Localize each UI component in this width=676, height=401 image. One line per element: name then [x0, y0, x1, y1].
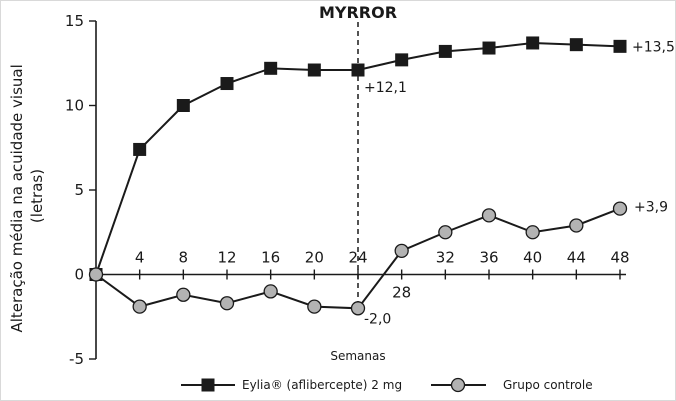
legend-marker-series-1	[201, 378, 215, 392]
series-1-point	[351, 63, 365, 77]
series-1-point	[220, 77, 234, 91]
x-tick-label: 28	[392, 284, 411, 302]
series-2-point	[88, 267, 104, 282]
series-1-point	[569, 38, 583, 52]
series-2-point	[307, 299, 322, 314]
data-annotation: +3,9	[634, 200, 668, 216]
x-tick-label: 44	[567, 249, 586, 267]
series-1-point	[133, 142, 147, 156]
series-1-point	[482, 41, 496, 55]
series-2-point	[569, 218, 584, 233]
x-tick-label: 48	[610, 249, 629, 267]
y-tick-label: 10	[65, 97, 84, 115]
series-2-point	[176, 287, 191, 302]
legend: Eylia® (aflibercepte) 2 mg Grupo controle	[181, 377, 593, 393]
series-2-point	[219, 296, 235, 311]
series-2-point	[263, 284, 278, 299]
x-tick-label: 8	[179, 249, 189, 267]
legend-label-series-1: Eylia® (aflibercepte) 2 mg	[242, 378, 402, 392]
x-tick-label: 12	[217, 249, 236, 267]
series-layer	[88, 36, 628, 316]
y-axis-label: Alteração média na acuidade visual (letr…	[8, 59, 46, 332]
x-tick-label: 32	[436, 249, 455, 267]
series-2-point	[394, 243, 409, 258]
series-2-point	[525, 225, 540, 240]
y-tick-label: 5	[74, 181, 84, 199]
legend-marker-series-2	[450, 377, 466, 393]
x-tick-label: 16	[261, 249, 280, 267]
series-1-point	[176, 99, 190, 112]
y-tick-label: -5	[69, 350, 84, 368]
series-1-point	[307, 63, 321, 77]
y-tick-label: 0	[74, 266, 84, 284]
y-axis-label-line-1: Alteração média na acuidade visual	[8, 64, 26, 332]
series-1-point	[613, 39, 627, 53]
x-tick-label: 20	[305, 249, 324, 267]
series-2-point	[481, 208, 497, 223]
series-2-point	[438, 225, 453, 240]
series-1-point	[526, 36, 540, 50]
series-1-point	[395, 53, 409, 67]
annotations: +13,5 +12,1 +3,9 -2,0	[364, 39, 675, 327]
series-2-point	[350, 301, 366, 316]
y-tick-label: 15	[65, 12, 84, 30]
y-axis-label-line-2: (letras)	[28, 169, 46, 223]
series-1-point	[438, 44, 452, 58]
x-tick-label: 4	[135, 249, 145, 267]
series-2-point	[132, 299, 147, 314]
chart-title: MYRROR	[319, 3, 397, 22]
x-tick-label: 40	[523, 249, 542, 267]
y-ticks: 15 10 5 0 -5	[65, 12, 96, 368]
x-axis-label: Semanas	[330, 349, 385, 363]
series-2-point	[612, 201, 628, 216]
x-tick-label: 36	[479, 249, 498, 267]
series-1-point	[264, 61, 278, 75]
data-annotation: +13,5	[632, 39, 675, 55]
data-annotation: +12,1	[364, 80, 407, 96]
data-annotation: -2,0	[364, 311, 391, 327]
legend-label-series-2: Grupo controle	[503, 378, 593, 392]
